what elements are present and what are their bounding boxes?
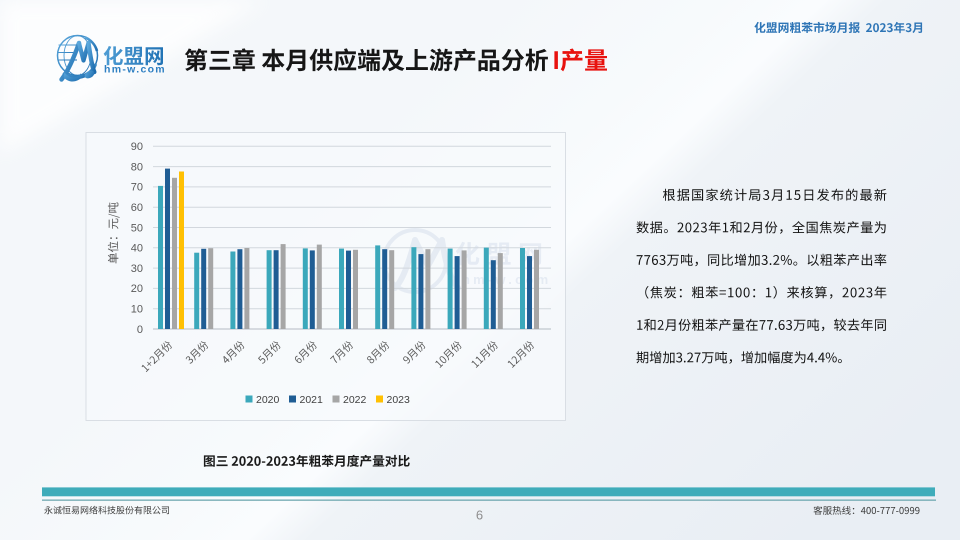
svg-text:30: 30: [131, 263, 143, 275]
svg-text:20: 20: [131, 283, 143, 295]
svg-text:6: 6: [476, 507, 483, 522]
svg-text:hm-w.com: hm-w.com: [462, 272, 551, 287]
svg-text:0: 0: [137, 324, 143, 336]
svg-text:2022: 2022: [343, 394, 367, 406]
svg-text:40: 40: [131, 243, 143, 255]
svg-text:70: 70: [131, 182, 143, 194]
svg-text:50: 50: [131, 222, 143, 234]
svg-text:2023: 2023: [387, 394, 411, 406]
svg-text:hm-w.com: hm-w.com: [104, 64, 166, 76]
svg-text:10: 10: [131, 304, 143, 316]
svg-text:80: 80: [131, 161, 143, 173]
svg-text:60: 60: [131, 202, 143, 214]
svg-text:2020: 2020: [256, 394, 280, 406]
svg-text:2021: 2021: [300, 394, 324, 406]
svg-text:90: 90: [131, 141, 143, 153]
